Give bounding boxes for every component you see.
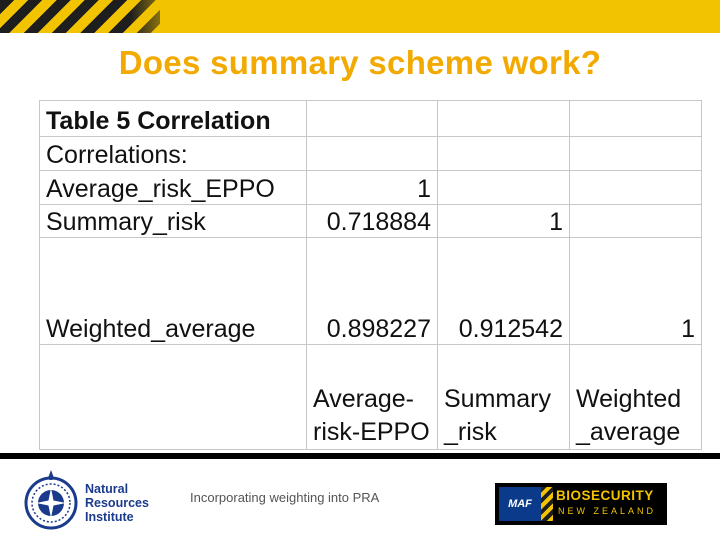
- table-cell-empty: [569, 136, 702, 172]
- table-cell-value: 1: [306, 170, 438, 206]
- table-row: Average_risk_EPPO 1: [39, 170, 702, 206]
- nri-line: Natural: [85, 482, 129, 496]
- table-cell-empty: [437, 136, 570, 172]
- table-cell-value: 1: [569, 237, 702, 345]
- table-row: Summary_risk 0.718884 1: [39, 204, 702, 239]
- table-cell-empty: [306, 136, 438, 172]
- slide-title: Does summary scheme work?: [118, 44, 602, 81]
- column-header: Weighted _average: [569, 343, 702, 451]
- table-cell-value: [437, 170, 570, 206]
- table-cell-value: 0.898227: [306, 237, 438, 345]
- nri-line: Institute: [85, 510, 134, 524]
- correlation-table: Table 5 Correlation Correlations: Averag…: [39, 99, 702, 451]
- footer-caption: Incorporating weighting into PRA: [190, 490, 380, 505]
- table-cell-value: 0.718884: [306, 204, 438, 239]
- biosecurity-nz-logo: MAF BIOSECURITY NEW ZEALAND: [495, 483, 667, 525]
- table-row: Average-risk-EPPO Summary _risk Weighted…: [39, 343, 702, 451]
- table-row: Table 5 Correlation: [39, 99, 702, 138]
- nri-line: Resources: [85, 496, 149, 510]
- column-header: Summary _risk: [437, 343, 570, 451]
- table-cell-empty: [39, 343, 307, 451]
- biosecurity-subtitle: NEW ZEALAND: [558, 506, 657, 516]
- maf-logo-mark: MAF: [499, 487, 541, 521]
- table-cell-value: 1: [437, 204, 570, 239]
- logo-hazard-hatch: [541, 487, 553, 521]
- biosecurity-name: BIOSECURITY: [556, 488, 654, 503]
- table-cell-value: [569, 204, 702, 239]
- table-cell-empty: [569, 99, 702, 138]
- row-label: Summary_risk: [39, 204, 307, 239]
- table-subtitle: Correlations:: [39, 136, 307, 172]
- nri-wordmark: Natural Resources Institute: [85, 482, 149, 524]
- table-cell-empty: [437, 99, 570, 138]
- nri-compass-logo-icon: [24, 470, 78, 530]
- table-title: Table 5 Correlation: [39, 99, 307, 138]
- footer-divider: [0, 453, 720, 459]
- row-label: Weighted_average: [39, 237, 307, 345]
- row-label: Average_risk_EPPO: [39, 170, 307, 206]
- table-cell-value: 0.912542: [437, 237, 570, 345]
- table-cell-empty: [306, 99, 438, 138]
- top-hazard-stripe: [0, 0, 720, 33]
- table-cell-value: [569, 170, 702, 206]
- table-row: Correlations:: [39, 136, 702, 172]
- column-header: Average-risk-EPPO: [306, 343, 438, 451]
- table-row: Weighted_average 0.898227 0.912542 1: [39, 237, 702, 345]
- hatch-fade: [130, 0, 190, 33]
